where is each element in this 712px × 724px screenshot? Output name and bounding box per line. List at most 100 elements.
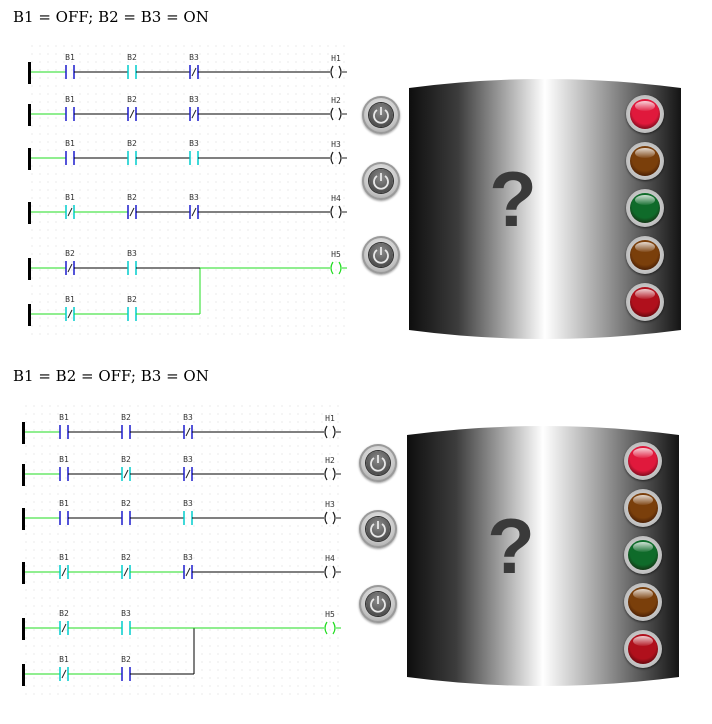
coil-right bbox=[338, 205, 342, 219]
coil-label: H1 bbox=[331, 54, 341, 63]
power-rail bbox=[22, 422, 25, 444]
nc-slash bbox=[185, 427, 191, 437]
indicator-lamp-h3 bbox=[626, 189, 664, 227]
contact-label: B3 bbox=[189, 193, 199, 202]
coil-left bbox=[330, 261, 334, 275]
contact-label: B2 bbox=[127, 95, 137, 104]
contact-label: B3 bbox=[121, 609, 131, 618]
indicator-lamp-h5 bbox=[624, 630, 662, 668]
coil-label: H5 bbox=[325, 610, 335, 619]
contact-label: B2 bbox=[127, 139, 137, 148]
indicator-lamp-h5 bbox=[626, 283, 664, 321]
contact-label: B1 bbox=[59, 413, 69, 422]
power-icon bbox=[370, 455, 386, 472]
indicator-lamp-h4 bbox=[624, 583, 662, 621]
indicator-lamp-h1 bbox=[624, 442, 662, 480]
coil-right bbox=[332, 621, 336, 635]
contact-label: B3 bbox=[127, 249, 137, 258]
pushbutton-b3-2[interactable] bbox=[359, 585, 397, 623]
panel-1-caption: B1 = OFF; B2 = B3 = ON bbox=[13, 8, 209, 26]
nc-slash bbox=[67, 263, 73, 273]
dot-grid bbox=[25, 405, 339, 695]
pushbutton-b2-2[interactable] bbox=[359, 510, 397, 548]
nc-slash bbox=[61, 567, 67, 577]
lamp-shine bbox=[635, 101, 655, 111]
contact-label: B3 bbox=[189, 139, 199, 148]
nc-slash bbox=[191, 109, 197, 119]
contact-label: B2 bbox=[59, 609, 69, 618]
coil-right bbox=[338, 107, 342, 121]
pushbutton-b3-1[interactable] bbox=[362, 236, 400, 274]
coil-left bbox=[330, 65, 334, 79]
contact-label: B3 bbox=[183, 455, 193, 464]
coil-right bbox=[338, 261, 342, 275]
power-rail bbox=[28, 148, 31, 170]
coil-left bbox=[324, 621, 328, 635]
contact-label: B1 bbox=[59, 455, 69, 464]
indicator-lamp-h4 bbox=[626, 236, 664, 274]
contact-label: B3 bbox=[189, 95, 199, 104]
lamp-column-1: ? bbox=[409, 79, 681, 339]
power-icon bbox=[373, 247, 389, 264]
nc-slash bbox=[67, 309, 73, 319]
pushbutton-b2-1[interactable] bbox=[362, 162, 400, 200]
power-icon bbox=[370, 521, 386, 538]
lamp-shine bbox=[635, 289, 655, 299]
coil-right bbox=[332, 511, 336, 525]
power-rail bbox=[22, 464, 25, 486]
contact-label: B3 bbox=[183, 413, 193, 422]
nc-slash bbox=[123, 567, 129, 577]
coil-right bbox=[332, 425, 336, 439]
lamp-shine bbox=[633, 448, 653, 458]
power-rail bbox=[28, 62, 31, 84]
nc-slash bbox=[61, 669, 67, 679]
lamp-shine bbox=[633, 636, 653, 646]
power-rail bbox=[22, 618, 25, 640]
contact-label: B3 bbox=[183, 553, 193, 562]
coil-label: H4 bbox=[325, 554, 335, 563]
coil-label: H2 bbox=[325, 456, 335, 465]
contact-label: B2 bbox=[127, 53, 137, 62]
contact-label: B2 bbox=[127, 193, 137, 202]
lamp-column-body bbox=[407, 426, 679, 686]
nc-slash bbox=[129, 207, 135, 217]
lamp-shine bbox=[633, 589, 653, 599]
nc-slash bbox=[185, 469, 191, 479]
lamp-column-body bbox=[409, 79, 681, 339]
coil-label: H4 bbox=[331, 194, 341, 203]
power-icon bbox=[373, 173, 389, 190]
contact-label: B2 bbox=[121, 455, 131, 464]
coil-left bbox=[330, 205, 334, 219]
coil-left bbox=[324, 467, 328, 481]
indicator-lamp-h2 bbox=[626, 142, 664, 180]
contact-label: B1 bbox=[59, 553, 69, 562]
nc-slash bbox=[67, 207, 73, 217]
power-rail bbox=[28, 304, 31, 326]
lamp-shine bbox=[635, 242, 655, 252]
lamp-shine bbox=[635, 148, 655, 158]
lamp-shine bbox=[633, 542, 653, 552]
coil-label: H2 bbox=[331, 96, 341, 105]
coil-label: H3 bbox=[325, 500, 335, 509]
coil-right bbox=[332, 467, 336, 481]
power-rail bbox=[22, 664, 25, 686]
contact-label: B2 bbox=[121, 655, 131, 664]
indicator-lamp-h1 bbox=[626, 95, 664, 133]
coil-right bbox=[338, 151, 342, 165]
question-mark: ? bbox=[489, 155, 537, 243]
nc-slash bbox=[185, 567, 191, 577]
power-rail bbox=[22, 562, 25, 584]
indicator-lamp-h2 bbox=[624, 489, 662, 527]
pushbutton-b1-2[interactable] bbox=[359, 444, 397, 482]
contact-label: B3 bbox=[189, 53, 199, 62]
lamp-shine bbox=[635, 195, 655, 205]
pushbutton-b1-1[interactable] bbox=[362, 96, 400, 134]
contact-label: B1 bbox=[59, 655, 69, 664]
contact-label: B1 bbox=[65, 193, 75, 202]
coil-right bbox=[332, 565, 336, 579]
coil-label: H1 bbox=[325, 414, 335, 423]
ladder-diagram-1: B1 B2 B3 H1 B1 B2 B3 H2 B1 B2 B3 H3 B1 B2 B3 H4 B2 B3 B1 B2… bbox=[28, 45, 347, 335]
contact-label: B1 bbox=[65, 53, 75, 62]
contact-label: B2 bbox=[121, 553, 131, 562]
power-rail bbox=[28, 104, 31, 126]
